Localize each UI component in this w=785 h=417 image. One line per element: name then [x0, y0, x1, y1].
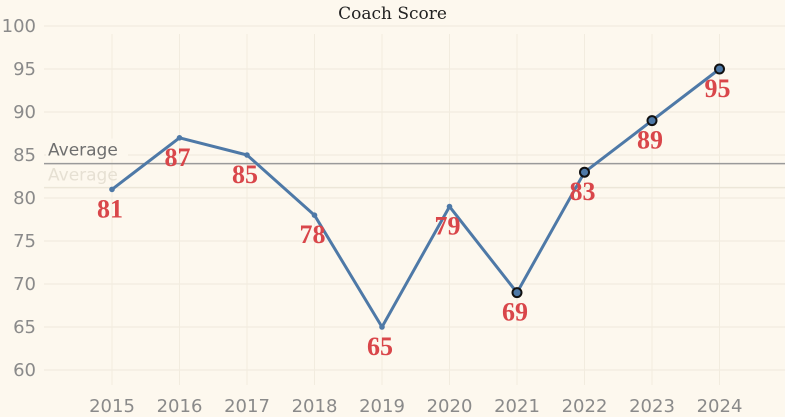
data-label: 69: [502, 298, 528, 327]
y-tick-label: 75: [13, 231, 36, 252]
highlighted-point: [579, 166, 590, 178]
average-label-bg: [46, 138, 128, 159]
x-tick-label: 2016: [157, 396, 203, 417]
highlighted-point: [646, 115, 658, 127]
data-point: [379, 324, 385, 330]
y-tick-label: 90: [13, 102, 36, 123]
average-label: Average: [48, 141, 118, 161]
data-label: 79: [435, 212, 461, 241]
x-tick-label: 2020: [427, 396, 473, 417]
x-tick-label: 2024: [697, 396, 743, 417]
highlighted-point: [511, 287, 523, 299]
y-tick-label: 100: [2, 16, 36, 37]
highlighted-point: [714, 63, 725, 75]
data-point: [176, 135, 183, 141]
data-point: [311, 212, 318, 218]
y-tick-label: 65: [13, 317, 36, 338]
data-point: [446, 203, 453, 210]
y-tick-label: 60: [13, 360, 36, 381]
data-label: 87: [165, 143, 191, 172]
data-label: 85: [232, 160, 258, 189]
data-point: [244, 152, 250, 158]
average-label-ghost: Average: [48, 166, 118, 186]
y-tick-label: 95: [13, 59, 36, 80]
data-label: 95: [705, 74, 731, 103]
y-tick-label: 70: [13, 274, 36, 295]
data-label: 89: [637, 126, 663, 155]
x-tick-label: 2015: [89, 396, 135, 417]
x-tick-label: 2019: [359, 396, 405, 417]
chart-title: Coach Score: [338, 4, 447, 24]
data-label: 65: [367, 332, 393, 361]
y-tick-label: 85: [13, 145, 36, 166]
data-point: [109, 186, 115, 193]
x-tick-label: 2022: [562, 396, 608, 417]
data-label: 81: [97, 194, 123, 223]
x-tick-label: 2023: [629, 396, 675, 417]
data-label: 78: [300, 220, 326, 249]
series-line: [111, 67, 721, 329]
x-tick-label: 2021: [494, 396, 540, 417]
x-tick-label: 2018: [292, 396, 338, 417]
data-label: 83: [570, 177, 596, 206]
y-tick-label: 80: [13, 188, 36, 209]
x-tick-label: 2017: [224, 396, 270, 417]
